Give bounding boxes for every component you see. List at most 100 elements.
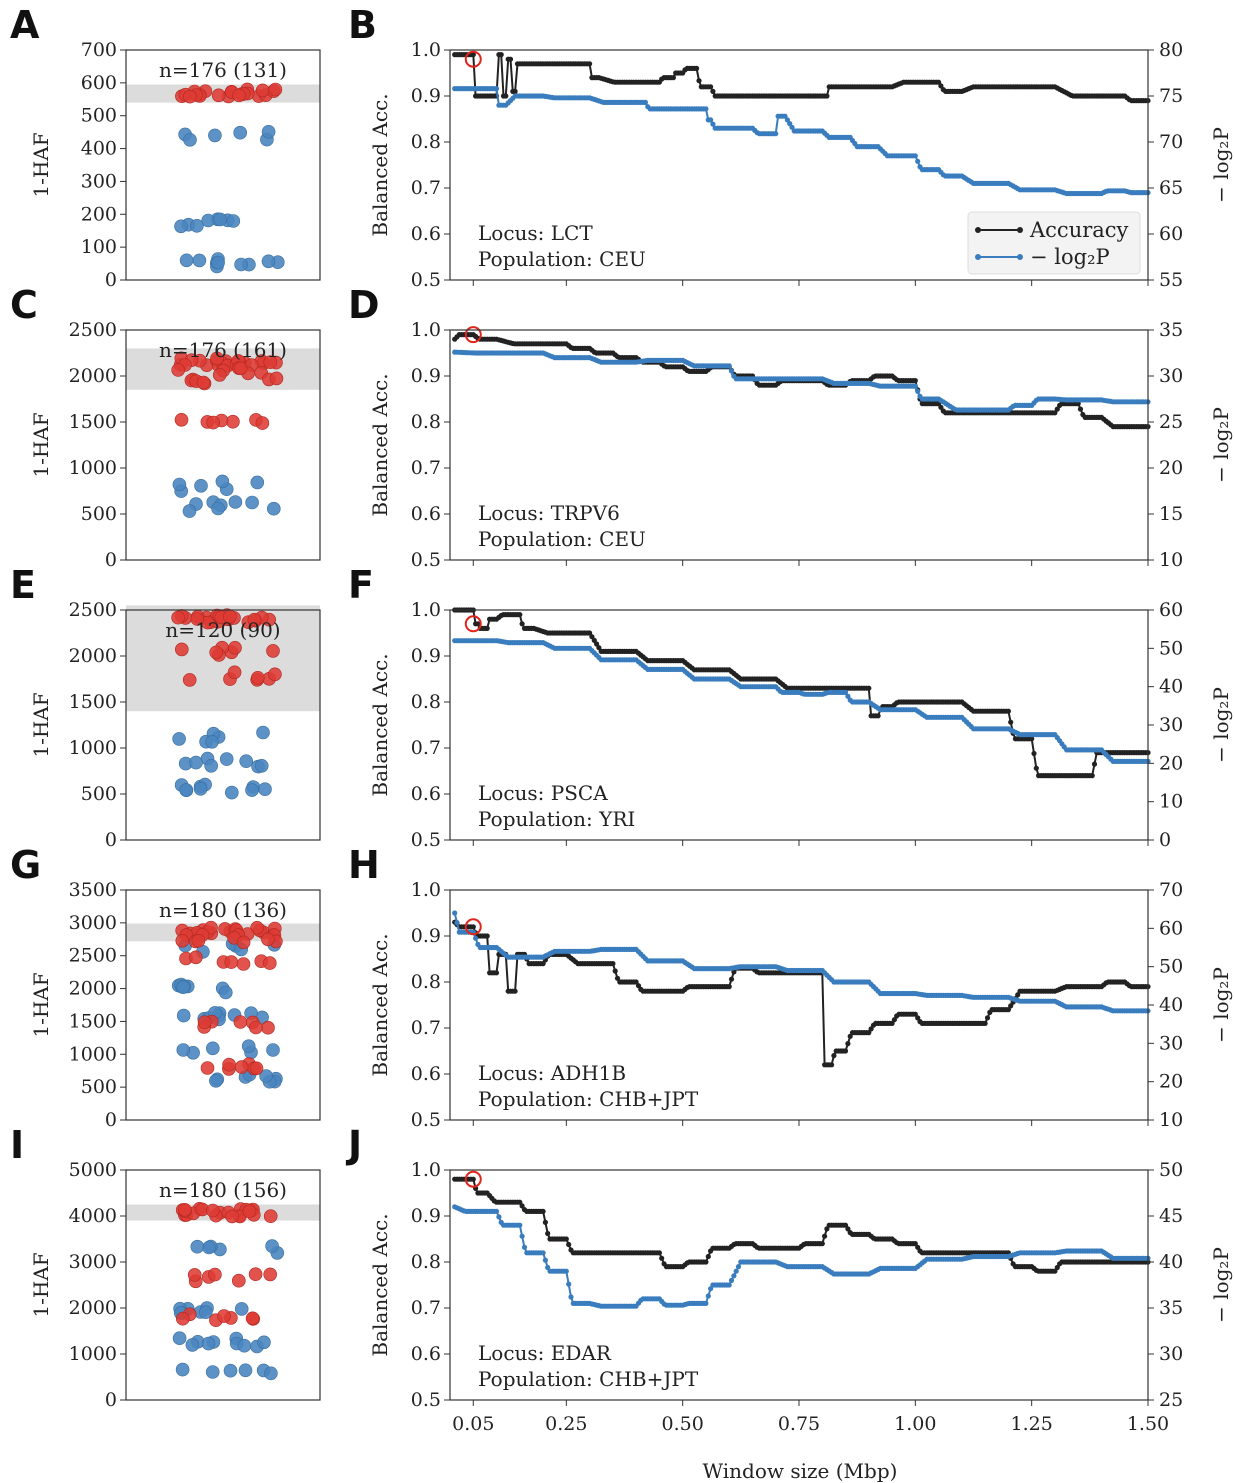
left-y-tick-label: 0.5 xyxy=(411,1389,441,1411)
accuracy-series-point xyxy=(475,621,481,627)
haf-panel-I: 0 1000 2000 3000 4000 5000 n=180 (156) 1-HAF xyxy=(29,1159,321,1411)
logp-series-point xyxy=(735,1264,742,1270)
point-blue xyxy=(233,125,247,140)
y-tick-label: 3000 xyxy=(69,1251,117,1273)
logp-series-line xyxy=(454,87,1148,195)
left-y-tick-label: 0.5 xyxy=(411,829,441,851)
logp-series-point xyxy=(773,131,779,137)
logp-series-point xyxy=(642,99,649,105)
locus-label: Locus: EDAR xyxy=(478,1341,612,1365)
y-tick-label: 3500 xyxy=(69,879,117,901)
panel-letter-C: C xyxy=(10,283,38,327)
right-y-tick-label: 20 xyxy=(1159,457,1183,479)
right-y-tick-label: 15 xyxy=(1159,503,1183,525)
point-blue xyxy=(223,1363,238,1378)
y-tick-label: 1000 xyxy=(69,1043,117,1065)
point-blue xyxy=(211,255,225,270)
y-tick-label: 1500 xyxy=(69,1010,117,1032)
point-red xyxy=(175,642,189,657)
accuracy-series-point xyxy=(1052,1268,1058,1274)
accuracy-series-point xyxy=(656,1250,663,1256)
left-y-tick-label: 0.7 xyxy=(411,177,441,199)
point-blue xyxy=(219,985,233,1000)
point-red xyxy=(191,933,206,948)
left-y-label: Balanced Acc. xyxy=(368,93,392,236)
point-blue xyxy=(193,781,208,796)
logp-series-point xyxy=(728,368,735,374)
left-y-tick-label: 0.6 xyxy=(411,1343,441,1365)
point-blue xyxy=(259,1069,273,1083)
logp-series-line xyxy=(454,639,1148,763)
left-y-label: Balanced Acc. xyxy=(368,1213,392,1356)
right-y-tick-label: 35 xyxy=(1159,1297,1183,1319)
point-blue xyxy=(199,1305,213,1319)
logp-series-point xyxy=(782,113,788,119)
point-blue xyxy=(190,1239,205,1254)
point-red xyxy=(187,1268,202,1282)
accuracy-series-point xyxy=(587,61,593,67)
accuracy-series-point xyxy=(470,924,476,930)
y-tick-label: 2500 xyxy=(69,319,117,341)
haf-y-label: 1-HAF xyxy=(29,1252,53,1317)
y-tick-label: 2000 xyxy=(69,1297,117,1319)
point-blue xyxy=(215,474,230,489)
y-tick-label: 4000 xyxy=(69,1205,117,1227)
right-y-tick-label: 30 xyxy=(1159,365,1183,387)
accuracy-series-point xyxy=(610,961,616,967)
point-red xyxy=(225,1209,239,1224)
accuracy-series-point xyxy=(484,625,490,632)
accuracy-series-point xyxy=(938,83,944,89)
right-y-tick-label: 60 xyxy=(1159,917,1183,939)
right-y-tick-label: 30 xyxy=(1159,1343,1183,1365)
point-red xyxy=(233,1015,248,1029)
right-y-label: − log₂P xyxy=(1209,967,1233,1043)
point-blue xyxy=(202,1240,216,1255)
point-blue xyxy=(183,133,197,147)
logp-series-point xyxy=(842,689,849,696)
point-blue xyxy=(172,477,187,492)
line-panel-F: 0.5 0.6 0.7 0.8 0.9 1.0 0 10 20 30 40 50 60 Balanced … xyxy=(368,599,1233,851)
point-red xyxy=(222,1057,236,1072)
logp-series-point xyxy=(710,121,716,127)
accuracy-series-point xyxy=(1008,719,1014,725)
point-blue xyxy=(245,783,259,797)
point-blue xyxy=(192,253,207,268)
right-y-tick-label: 50 xyxy=(1159,1159,1183,1181)
accuracy-series-point xyxy=(519,1203,525,1209)
point-blue xyxy=(204,758,218,773)
point-blue xyxy=(172,1331,187,1345)
left-y-tick-label: 1.0 xyxy=(411,39,441,61)
point-red xyxy=(212,368,227,382)
accuracy-series-point xyxy=(503,93,509,99)
y-tick-label: 3000 xyxy=(69,912,117,934)
point-blue xyxy=(245,495,259,510)
line-panel-D: 0.5 0.6 0.7 0.8 0.9 1.0 10 15 20 25 30 35 Balanced A… xyxy=(368,319,1233,571)
logp-series-point xyxy=(845,693,851,699)
line-panel-H: 0.5 0.6 0.7 0.8 0.9 1.0 10 20 30 40 50 60 70 Balanced… xyxy=(368,879,1233,1131)
right-y-label: − log₂P xyxy=(1209,1247,1233,1323)
y-tick-label: 2000 xyxy=(69,978,117,1000)
logp-series-point xyxy=(703,106,709,112)
y-tick-label: 1000 xyxy=(69,737,117,759)
point-blue xyxy=(179,253,194,268)
accuracy-series-point xyxy=(512,988,518,994)
right-y-tick-label: 20 xyxy=(1159,752,1183,774)
right-y-tick-label: 40 xyxy=(1159,676,1183,698)
point-red xyxy=(261,1020,275,1035)
legend-accuracy-dot xyxy=(975,227,981,233)
point-blue xyxy=(264,1366,278,1381)
left-y-tick-label: 0.5 xyxy=(411,269,441,291)
point-blue xyxy=(185,1338,200,1352)
left-y-tick-label: 0.5 xyxy=(411,549,441,571)
point-red xyxy=(268,82,283,97)
point-blue xyxy=(172,732,186,746)
logp-series-point xyxy=(733,1268,739,1274)
x-tick-label: 1.00 xyxy=(894,1413,936,1435)
line-frame xyxy=(449,609,1149,841)
point-blue xyxy=(190,219,204,233)
y-tick-label: 100 xyxy=(81,236,117,258)
right-y-tick-label: 10 xyxy=(1159,1109,1183,1131)
logp-series-point xyxy=(496,1214,502,1220)
point-red xyxy=(208,1267,222,1282)
